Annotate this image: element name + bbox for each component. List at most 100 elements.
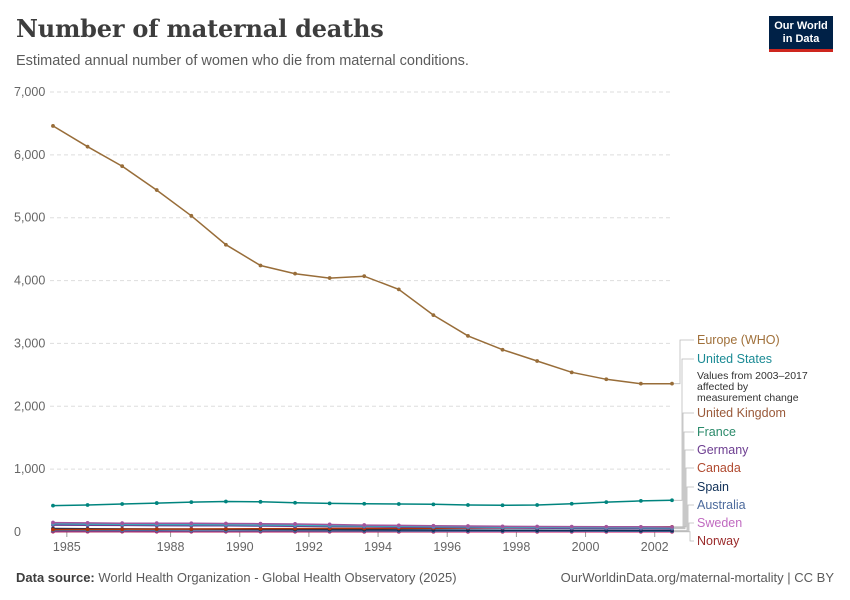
- data-point: [431, 313, 436, 318]
- legend-connector: [674, 339, 694, 385]
- data-point: [85, 527, 90, 532]
- data-point: [293, 522, 297, 526]
- data-point: [293, 271, 297, 276]
- data-point: [466, 333, 470, 338]
- data-point: [51, 124, 55, 128]
- data-point: [154, 501, 159, 505]
- data-point: [120, 521, 125, 526]
- source-url[interactable]: OurWorldinData.org/maternal-mortality | …: [560, 570, 834, 585]
- legend-label: Canada: [697, 461, 741, 475]
- data-point: [396, 287, 401, 292]
- y-tick-label: 3,000: [14, 336, 45, 350]
- legend-label: United Kingdom: [697, 406, 786, 420]
- data-point: [258, 521, 263, 526]
- data-point: [224, 526, 228, 531]
- y-tick-label: 1,000: [14, 462, 45, 476]
- data-point: [638, 381, 643, 386]
- data-point: [189, 521, 194, 526]
- data-point: [638, 524, 643, 529]
- data-point: [466, 524, 470, 528]
- legend-connector: [674, 504, 694, 532]
- data-point: [500, 347, 505, 352]
- logo-line-1: Our World: [774, 20, 828, 32]
- data-point: [638, 498, 643, 503]
- x-tick-label: 2002: [641, 540, 669, 554]
- data-point: [670, 498, 674, 503]
- data-point: [327, 276, 332, 280]
- y-tick-label: 2,000: [14, 399, 45, 413]
- data-point: [258, 526, 263, 531]
- data-point: [362, 274, 367, 279]
- data-point: [327, 501, 332, 506]
- data-point: [362, 501, 367, 506]
- legend-label: United States: [697, 352, 772, 366]
- legend-label: Europe (WHO): [697, 333, 780, 347]
- x-tick-label: 1990: [226, 540, 254, 554]
- data-point: [604, 524, 609, 529]
- data-point: [258, 263, 263, 268]
- data-point: [670, 525, 674, 529]
- data-point: [85, 144, 90, 149]
- data-point: [500, 503, 505, 508]
- chart-subtitle: Estimated annual number of women who die…: [16, 53, 469, 69]
- data-point: [224, 499, 228, 504]
- data-point: [154, 188, 159, 192]
- data-point: [396, 502, 401, 506]
- data-point: [189, 527, 194, 531]
- data-point: [258, 499, 263, 504]
- data-point: [670, 381, 674, 386]
- x-tick-label: 1996: [433, 540, 461, 554]
- y-tick-label: 5,000: [14, 211, 45, 225]
- data-point: [154, 521, 159, 526]
- x-tick-label: 1992: [295, 540, 323, 554]
- chart-title: Number of maternal deaths: [16, 14, 384, 43]
- data-source-text[interactable]: World Health Organization - Global Healt…: [98, 570, 457, 585]
- data-point: [293, 500, 297, 505]
- data-point: [189, 500, 194, 505]
- legend-connector: [674, 531, 694, 542]
- data-point: [569, 501, 574, 506]
- data-point: [51, 520, 55, 525]
- data-point: [604, 377, 609, 382]
- annotation-line: affected by: [697, 381, 749, 393]
- data-point: [51, 503, 55, 508]
- series-line: [52, 125, 672, 385]
- data-point: [535, 359, 540, 363]
- data-point: [569, 524, 574, 529]
- data-point: [189, 213, 194, 218]
- x-tick-label: 1988: [157, 540, 185, 554]
- y-tick-label: 4,000: [14, 274, 45, 288]
- data-point: [85, 520, 90, 525]
- legend-label: Norway: [697, 534, 740, 548]
- series-annotation: Values from 2003–2017 affected by measurem…: [697, 370, 808, 404]
- data-point: [396, 523, 401, 528]
- data-point: [120, 527, 125, 532]
- x-tick-label: 1985: [53, 540, 81, 554]
- data-source: Data source: World Health Organization -…: [16, 570, 457, 585]
- data-point: [466, 503, 470, 507]
- data-point: [224, 521, 228, 526]
- legend-label: Spain: [697, 480, 729, 494]
- data-point: [120, 164, 125, 169]
- data-point: [120, 502, 125, 506]
- x-tick-label: 1998: [502, 540, 530, 554]
- legend-label: Australia: [697, 498, 746, 512]
- data-point: [431, 502, 436, 507]
- logo-line-2: in Data: [782, 33, 820, 45]
- data-point: [224, 242, 228, 247]
- data-point: [51, 527, 55, 532]
- legend-connector: [674, 358, 694, 501]
- owid-logo[interactable]: Our World in Data: [769, 16, 833, 52]
- data-source-label: Data source:: [16, 570, 95, 585]
- legend-label: France: [697, 425, 736, 439]
- data-point: [535, 503, 540, 507]
- legend-connector: [674, 486, 694, 531]
- data-point: [500, 524, 505, 529]
- data-point: [154, 527, 159, 532]
- y-tick-label: 0: [14, 525, 21, 539]
- data-point: [362, 523, 367, 527]
- data-point: [535, 524, 540, 529]
- data-point: [604, 500, 609, 505]
- legend-connector: [674, 431, 694, 529]
